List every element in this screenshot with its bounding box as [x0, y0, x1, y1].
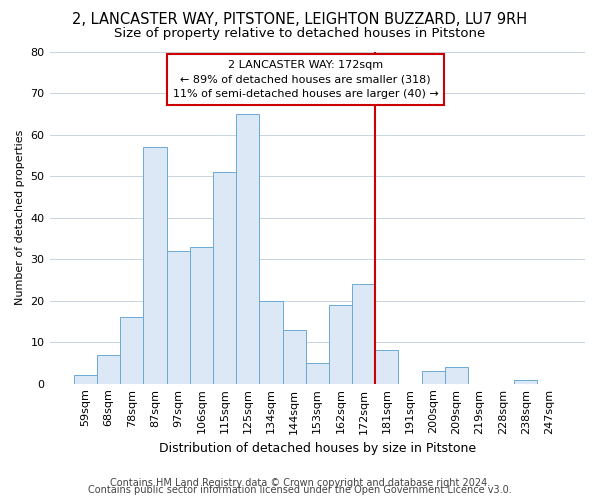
Text: Contains HM Land Registry data © Crown copyright and database right 2024.: Contains HM Land Registry data © Crown c… [110, 478, 490, 488]
Bar [514, 380, 538, 384]
Bar [97, 354, 120, 384]
Bar [445, 367, 468, 384]
Text: 2 LANCASTER WAY: 172sqm
← 89% of detached houses are smaller (318)
11% of semi-d: 2 LANCASTER WAY: 172sqm ← 89% of detache… [173, 60, 439, 100]
Bar [167, 251, 190, 384]
Bar [120, 317, 143, 384]
Bar [375, 350, 398, 384]
Bar [329, 305, 352, 384]
Bar [213, 172, 236, 384]
Bar [352, 284, 375, 384]
Bar [259, 300, 283, 384]
Text: Contains public sector information licensed under the Open Government Licence v3: Contains public sector information licen… [88, 485, 512, 495]
Bar [236, 114, 259, 384]
Bar [143, 147, 167, 384]
Bar [190, 246, 213, 384]
Bar [283, 330, 305, 384]
Text: Size of property relative to detached houses in Pitstone: Size of property relative to detached ho… [115, 28, 485, 40]
Bar [74, 376, 97, 384]
Bar [422, 371, 445, 384]
X-axis label: Distribution of detached houses by size in Pitstone: Distribution of detached houses by size … [159, 442, 476, 455]
Text: 2, LANCASTER WAY, PITSTONE, LEIGHTON BUZZARD, LU7 9RH: 2, LANCASTER WAY, PITSTONE, LEIGHTON BUZ… [73, 12, 527, 28]
Bar [305, 363, 329, 384]
Y-axis label: Number of detached properties: Number of detached properties [15, 130, 25, 306]
